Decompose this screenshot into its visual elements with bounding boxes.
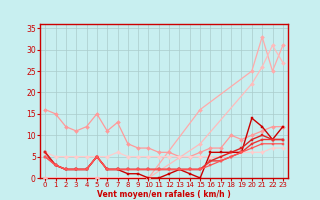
X-axis label: Vent moyen/en rafales ( km/h ): Vent moyen/en rafales ( km/h )	[97, 190, 231, 199]
